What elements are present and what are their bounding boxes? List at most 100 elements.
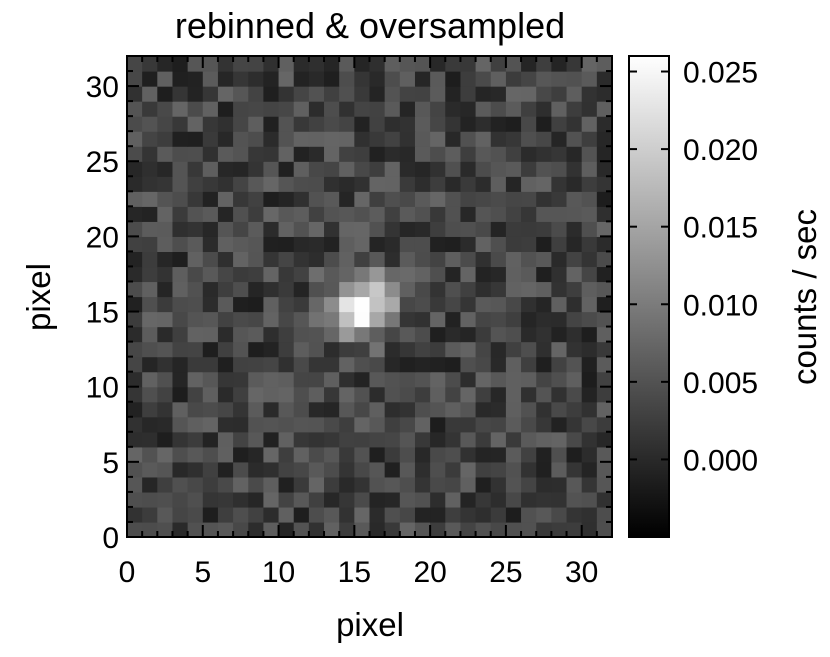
heatmap-cell [521,416,537,433]
heatmap-cell [505,506,522,523]
heatmap-cell [399,326,416,343]
y-tick-label: 5 [102,447,119,480]
heatmap-cell [369,356,386,373]
heatmap-cell [551,251,568,268]
heatmap-cell [505,251,522,268]
heatmap-cell [308,56,325,72]
heatmap-cell [384,251,401,268]
heatmap-cell [490,431,507,448]
heatmap-cell [596,341,613,358]
heatmap-cell [551,506,568,523]
heatmap-cell [127,161,143,177]
heatmap-cell [384,446,401,463]
heatmap-cell [354,281,371,298]
heatmap-cell [339,266,355,283]
heatmap-cell [202,251,219,268]
heatmap-cell [596,266,613,283]
heatmap-cell [399,251,416,268]
heatmap-cell [445,86,462,102]
heatmap-cell [430,356,446,373]
heatmap-cell [157,56,174,72]
heatmap-cell [187,386,204,403]
heatmap-cell [505,446,522,463]
heatmap-cell [505,281,522,298]
heatmap-cell [460,491,477,508]
heatmap-cell [308,86,325,102]
heatmap-cell [339,131,355,147]
heatmap-cell [308,401,325,418]
heatmap-cell [384,491,401,508]
heatmap-cell [551,371,568,388]
heatmap-cell [202,326,219,343]
heatmap-cell [308,116,325,132]
heatmap-cell [157,266,174,283]
heatmap-cell [127,311,143,328]
heatmap-cell [551,236,568,253]
heatmap-cell [263,176,280,192]
heatmap-cell [536,416,552,433]
heatmap-cell [536,131,552,147]
heatmap-cell [384,86,401,102]
heatmap-cell [157,371,174,388]
heatmap-cell [293,116,310,132]
heatmap-cell [308,191,325,207]
heatmap-cell [354,251,371,268]
heatmap-cell [399,146,416,162]
heatmap-cell [475,116,492,132]
heatmap-cell [293,431,310,448]
heatmap-cell [460,386,477,403]
heatmap-cell [490,176,507,192]
heatmap-cell [308,506,325,523]
heatmap-cell [596,386,613,403]
heatmap-cell [308,206,325,222]
heatmap-cell [127,176,143,192]
heatmap-cell [308,461,325,478]
heatmap-cell [354,386,371,403]
heatmap-cell [202,281,219,298]
heatmap-cell [278,116,295,132]
heatmap-cell [172,401,189,418]
colorbar-label: counts / sec [786,209,823,385]
heatmap-cell [384,386,401,403]
heatmap-cell [142,146,158,162]
heatmap-cell [263,476,280,493]
heatmap-cell [233,326,249,343]
heatmap-cell [263,191,280,207]
heatmap-cell [551,116,568,132]
heatmap-cell [233,71,249,87]
heatmap-cell [566,101,583,117]
heatmap-cell [354,236,371,253]
heatmap-cell [596,86,613,102]
colorbar-tick-label: 0.020 [683,134,758,167]
heatmap-cell [384,176,401,192]
heatmap-cell [581,521,598,538]
heatmap-cell [369,506,386,523]
heatmap-cell [354,176,371,192]
heatmap-cell [445,326,462,343]
heatmap-cell [187,236,204,253]
heatmap-cell [308,131,325,147]
heatmap-cell [521,71,537,87]
heatmap-cell [339,86,355,102]
heatmap-cell [278,296,295,313]
heatmap-cell [384,221,401,237]
heatmap-cell [414,146,431,162]
heatmap-cell [384,161,401,177]
heatmap-cell [369,71,386,87]
heatmap-cell [399,401,416,418]
heatmap-cell [142,386,158,403]
heatmap-cell [278,476,295,493]
heatmap-cell [172,206,189,222]
heatmap-cell [460,311,477,328]
heatmap-cell [521,386,537,403]
heatmap-cell [263,281,280,298]
heatmap-cell [384,476,401,493]
heatmap-cell [293,266,310,283]
heatmap-cell [278,206,295,222]
heatmap-cell [172,71,189,87]
heatmap-cell [308,491,325,508]
heatmap-cell [217,491,234,508]
heatmap-cell [505,386,522,403]
heatmap-cell [445,236,462,253]
